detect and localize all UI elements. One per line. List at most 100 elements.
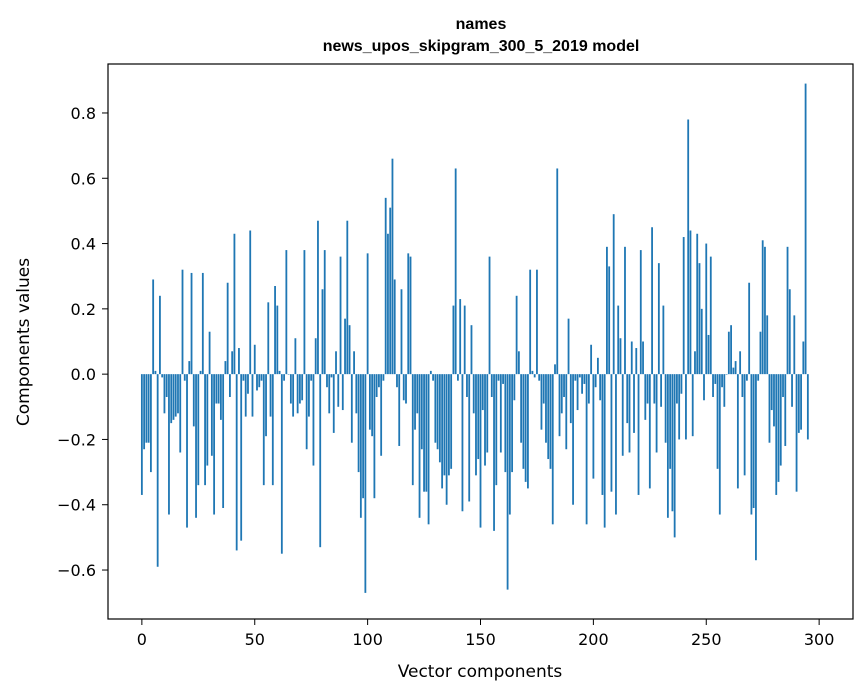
bar	[283, 374, 285, 381]
bar	[387, 233, 389, 375]
bar	[547, 374, 550, 460]
bar	[472, 374, 475, 414]
bar	[601, 374, 604, 495]
bar	[348, 325, 351, 375]
bar	[615, 374, 617, 515]
bar	[583, 374, 586, 384]
bar	[468, 374, 471, 502]
bar	[323, 250, 326, 375]
bar	[192, 374, 195, 427]
bar	[190, 272, 193, 375]
bar	[481, 374, 484, 411]
bar	[380, 374, 383, 456]
bar	[551, 374, 554, 525]
bar	[757, 374, 760, 381]
bar	[696, 233, 699, 375]
bar	[278, 370, 281, 375]
bar	[797, 374, 800, 433]
bar	[188, 361, 191, 375]
bar	[802, 341, 805, 375]
bar	[400, 289, 403, 375]
bar	[425, 374, 428, 492]
bar	[280, 374, 283, 554]
bar	[253, 344, 256, 375]
bar	[177, 374, 179, 414]
y-tick-label: 0.0	[71, 365, 96, 384]
bar	[463, 305, 466, 375]
bar	[350, 374, 353, 443]
bar	[554, 364, 556, 375]
bar	[152, 279, 155, 375]
bar	[522, 374, 525, 469]
y-axis-ticks: −0.6 −0.4 −0.2 0.0 0.2 0.4 0.6 0.8	[57, 104, 108, 580]
bar	[186, 374, 188, 528]
bar	[545, 374, 547, 443]
bar	[705, 243, 708, 375]
bar	[603, 374, 606, 528]
bar	[533, 374, 536, 378]
bar	[416, 374, 419, 414]
bar	[506, 374, 509, 590]
bar	[475, 374, 477, 476]
bar	[432, 374, 434, 381]
bar	[429, 370, 432, 375]
bar	[800, 374, 802, 430]
bar	[335, 351, 337, 375]
bar	[739, 351, 742, 375]
bar	[707, 334, 710, 375]
bar	[682, 237, 685, 375]
bar	[183, 374, 186, 381]
bar	[364, 374, 367, 593]
bar	[752, 374, 755, 508]
bar	[159, 295, 161, 375]
bar	[357, 374, 360, 473]
bar	[599, 374, 602, 401]
bar	[606, 246, 608, 375]
bar	[806, 374, 809, 440]
bar	[292, 374, 295, 417]
bar	[445, 374, 448, 505]
bar	[242, 374, 245, 381]
bar	[745, 374, 748, 381]
bar	[289, 374, 292, 404]
bar	[563, 374, 565, 397]
bar	[179, 374, 182, 453]
bar	[549, 374, 552, 469]
bar	[662, 305, 665, 375]
bar	[262, 374, 265, 486]
bar	[669, 374, 672, 469]
bar	[676, 374, 678, 404]
bar	[269, 374, 272, 417]
bar	[666, 374, 669, 518]
bar	[748, 282, 751, 375]
x-tick-label: 200	[578, 630, 609, 649]
bar	[671, 374, 674, 512]
bar	[339, 256, 342, 375]
bar	[154, 370, 157, 375]
bar	[332, 374, 335, 433]
bar	[163, 374, 166, 414]
bar	[725, 374, 728, 375]
bar	[382, 374, 385, 381]
bar	[260, 374, 263, 381]
bar	[651, 227, 653, 375]
y-tick-label: 0.4	[71, 235, 96, 254]
bar	[267, 302, 270, 375]
bar	[484, 374, 486, 466]
bar	[296, 374, 299, 414]
bar	[490, 374, 493, 397]
bar	[590, 344, 593, 375]
bar	[646, 374, 649, 404]
bar	[734, 361, 737, 375]
bar	[504, 374, 507, 473]
bar	[414, 374, 416, 430]
bar	[660, 374, 663, 407]
bar	[470, 325, 473, 375]
bar	[330, 374, 333, 378]
bar	[301, 374, 304, 401]
bar	[265, 374, 267, 437]
bar	[517, 351, 520, 375]
bar	[244, 374, 247, 417]
bar	[596, 357, 599, 375]
